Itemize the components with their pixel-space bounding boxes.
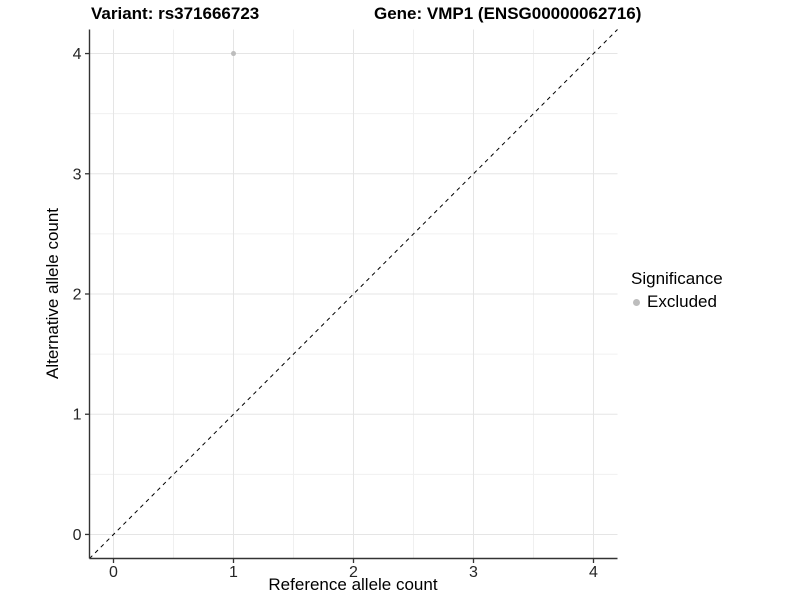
x-tick-label: 2	[349, 564, 358, 581]
plot-title-variant: Variant: rs371666723	[91, 4, 260, 23]
y-tick-label: 0	[73, 527, 82, 544]
x-axis-title: Reference allele count	[268, 575, 437, 594]
x-tick-label: 1	[229, 564, 238, 581]
plot-title-gene: Gene: VMP1 (ENSG00000062716)	[374, 4, 642, 23]
data-point-excluded	[231, 51, 236, 57]
x-tick-label: 3	[469, 564, 478, 581]
legend: Significance Excluded	[631, 269, 723, 312]
plot-panel: 0 1 2 3 4 0 1 2 3 4	[73, 29, 618, 581]
legend-point-icon	[633, 298, 640, 306]
y-tick-label: 3	[73, 166, 82, 183]
legend-item-excluded: Excluded	[631, 292, 723, 312]
y-axis-title: Alternative allele count	[43, 208, 62, 379]
y-tick-label: 4	[73, 46, 82, 63]
x-tick-label: 4	[589, 564, 598, 581]
y-tick-label: 2	[73, 287, 82, 304]
legend-item-label: Excluded	[647, 292, 717, 311]
y-tick-label: 1	[73, 407, 82, 424]
x-tick-label: 0	[109, 564, 118, 581]
legend-title: Significance	[631, 269, 723, 288]
